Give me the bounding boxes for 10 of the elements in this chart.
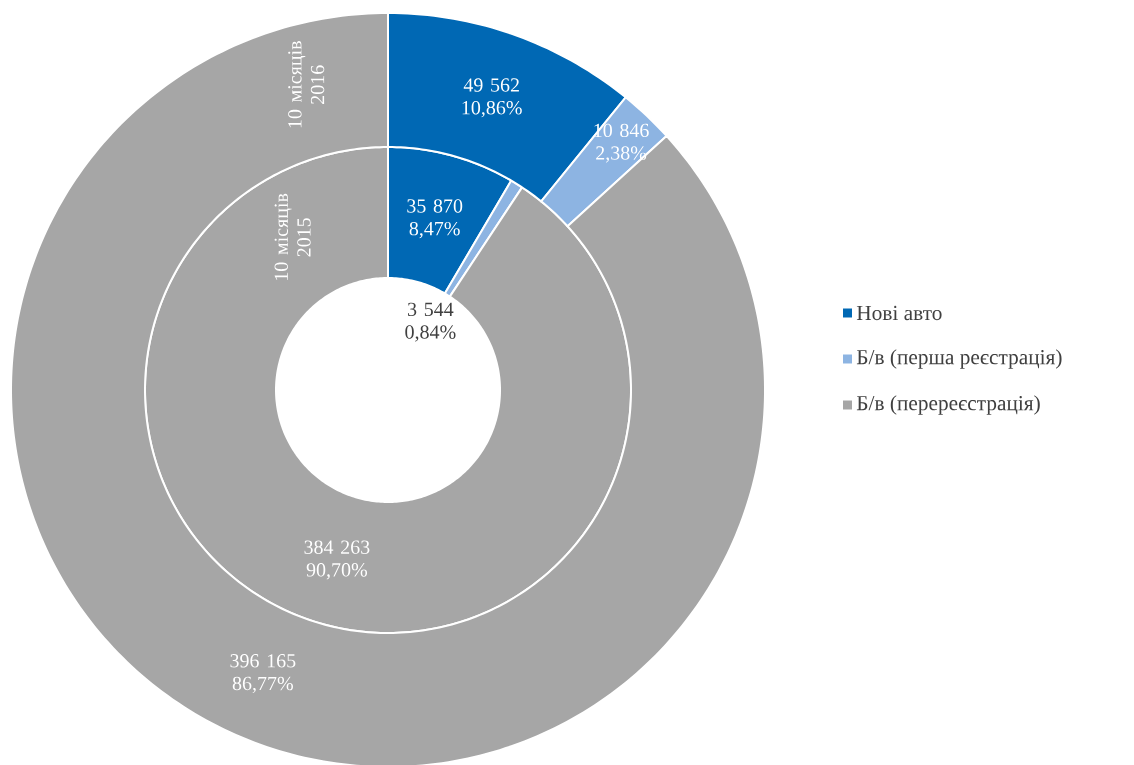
slice-label: 10 місяців 2015 xyxy=(274,193,311,280)
legend-label: Б/в (перша реєстрація) xyxy=(856,349,1062,369)
legend-label: Б/в (перереєстрація) xyxy=(856,395,1040,415)
slice-label: 10 місяців 2016 xyxy=(288,41,325,128)
data-label: 49 562 10,86% xyxy=(462,78,522,118)
data-label: 3 544 0,84% xyxy=(405,302,456,342)
legend-label: Нові авто xyxy=(856,305,942,321)
data-label: 396 165 86,77% xyxy=(230,654,296,694)
data-label: 35 870 8,47% xyxy=(407,199,463,239)
data-label: 384 263 90,70% xyxy=(304,540,370,580)
